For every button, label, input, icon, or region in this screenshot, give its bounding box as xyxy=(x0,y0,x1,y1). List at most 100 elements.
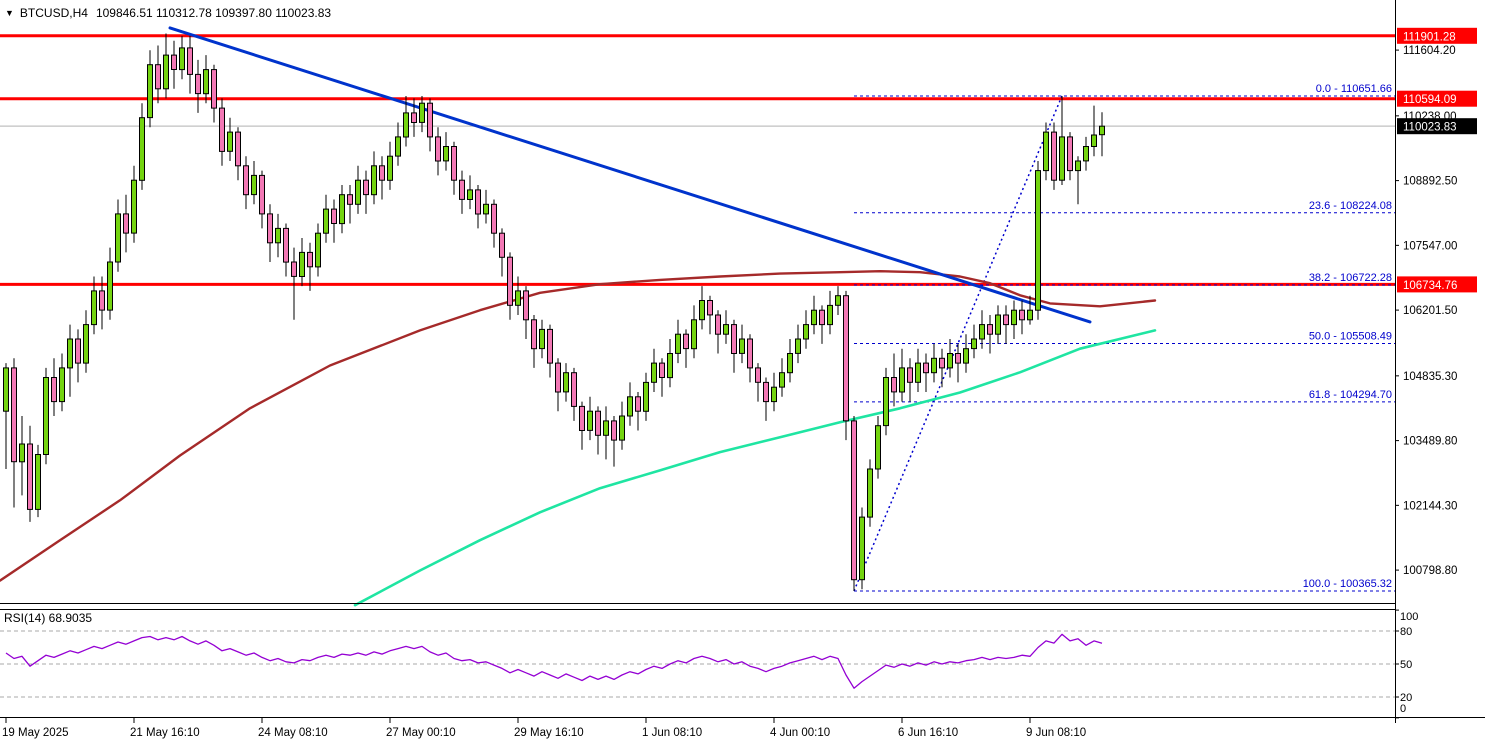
fib-level-label: 23.6 - 108224.08 xyxy=(1309,200,1392,212)
candle-down xyxy=(235,131,241,167)
chart-title: ▼ BTCUSD,H4 109846.51 110312.78 109397.8… xyxy=(5,6,331,20)
candle-up xyxy=(539,328,545,350)
fib-level-label: 50.0 - 105508.49 xyxy=(1309,330,1392,342)
candle-down xyxy=(683,333,689,350)
candle-up xyxy=(627,396,633,417)
fib-level-label: 100.0 - 100365.32 xyxy=(1303,578,1392,590)
time-tick-label: 29 May 16:10 xyxy=(514,727,584,739)
candle-up xyxy=(699,300,705,321)
candle-down xyxy=(283,227,289,263)
candle-up xyxy=(91,290,97,326)
time-tick-label: 24 May 08:10 xyxy=(258,727,328,739)
candle-up xyxy=(603,420,609,436)
price-badge-resistance xyxy=(1397,27,1477,44)
time-tick-label: 19 May 2025 xyxy=(2,727,69,739)
candle-up xyxy=(947,353,953,369)
candle-up xyxy=(563,372,569,393)
candle-up xyxy=(83,324,89,364)
candle-down xyxy=(195,73,201,95)
candle-down xyxy=(187,47,193,75)
candle-down xyxy=(731,324,737,355)
candle-up xyxy=(795,338,801,354)
price-tick-label: 100798.80 xyxy=(1403,565,1457,577)
candle-down xyxy=(291,261,297,277)
candle-down xyxy=(427,102,433,138)
candle-up xyxy=(395,136,401,157)
candle-up xyxy=(163,54,169,90)
candle-down xyxy=(1051,131,1057,181)
rsi-scale-label: 100 xyxy=(1400,611,1418,623)
candle-up xyxy=(803,324,809,340)
time-tick-label: 9 Jun 08:10 xyxy=(1026,727,1086,739)
price-badge-resistance-label: 106734.76 xyxy=(1403,280,1457,292)
price-badge-current-label: 110023.83 xyxy=(1403,122,1457,134)
time-tick-label: 1 Jun 08:10 xyxy=(642,727,702,739)
candle-down xyxy=(363,179,369,196)
candle-down xyxy=(707,300,713,316)
candle-up xyxy=(875,425,881,470)
candle-down xyxy=(123,213,129,234)
candle-up xyxy=(811,309,817,326)
candle-down xyxy=(939,357,945,369)
candle-up xyxy=(131,179,137,234)
candle-up xyxy=(3,367,9,412)
candle-up xyxy=(43,377,49,455)
candle-down xyxy=(763,381,769,403)
candle-down xyxy=(379,165,385,181)
rsi-scale-label: 20 xyxy=(1400,692,1412,704)
candle-down xyxy=(99,290,105,311)
candle-up xyxy=(443,146,449,162)
candle-up xyxy=(883,377,889,427)
price-tick-label: 104835.30 xyxy=(1403,371,1457,383)
candle-down xyxy=(243,165,249,196)
candle-up xyxy=(371,165,377,196)
candle-down xyxy=(611,420,617,441)
panel-borders xyxy=(0,0,1485,723)
price-axis[interactable]: 111604.20110238.00108892.50107547.001062… xyxy=(1395,27,1477,577)
candle-up xyxy=(971,338,977,350)
candle-up xyxy=(859,516,865,581)
candle-up xyxy=(1011,309,1017,326)
candle-up xyxy=(651,362,657,383)
candle-down xyxy=(491,203,497,234)
candle-up xyxy=(739,338,745,354)
rsi-pane[interactable]: 100 80 50 200 xyxy=(0,609,1418,719)
candle-down xyxy=(955,353,961,364)
candle-down xyxy=(11,367,17,463)
candle-down xyxy=(715,314,721,335)
descending-trendline[interactable] xyxy=(168,26,1092,324)
candle-up xyxy=(963,348,969,364)
time-tick-label: 4 Jun 00:10 xyxy=(770,727,830,739)
candle-up xyxy=(19,443,25,463)
candle-up xyxy=(915,362,921,383)
candle-up xyxy=(299,251,305,277)
fib-level-label: 61.8 - 104294.70 xyxy=(1309,389,1392,401)
candle-down xyxy=(155,64,161,90)
candle-up xyxy=(1083,146,1089,162)
candle-up xyxy=(1035,170,1041,311)
candle-down xyxy=(595,410,601,436)
rsi-indicator-label: RSI(14) 68.9035 xyxy=(4,611,93,625)
candle-up xyxy=(835,295,841,306)
time-axis[interactable]: 19 May 2025 21 May 16:10 24 May 08:10 27 Ma… xyxy=(2,718,1086,739)
candle-up xyxy=(779,372,785,388)
candle-up xyxy=(387,155,393,181)
candles-layer xyxy=(3,33,1105,591)
symbol-dropdown-icon[interactable]: ▼ xyxy=(5,7,14,18)
candle-up xyxy=(619,415,625,441)
candle-up xyxy=(1059,136,1065,181)
candle-down xyxy=(451,146,457,181)
candle-up xyxy=(1075,160,1081,172)
candle-down xyxy=(851,420,857,581)
candle-up xyxy=(139,117,145,181)
candle-down xyxy=(499,232,505,258)
candle-down xyxy=(27,443,33,510)
rsi-scale-label: 50 xyxy=(1400,659,1412,671)
price-tick-label: 102144.30 xyxy=(1403,500,1457,512)
candle-up xyxy=(419,102,425,123)
time-tick-label: 27 May 00:10 xyxy=(386,727,456,739)
candle-down xyxy=(347,194,353,205)
candle-up xyxy=(675,333,681,354)
